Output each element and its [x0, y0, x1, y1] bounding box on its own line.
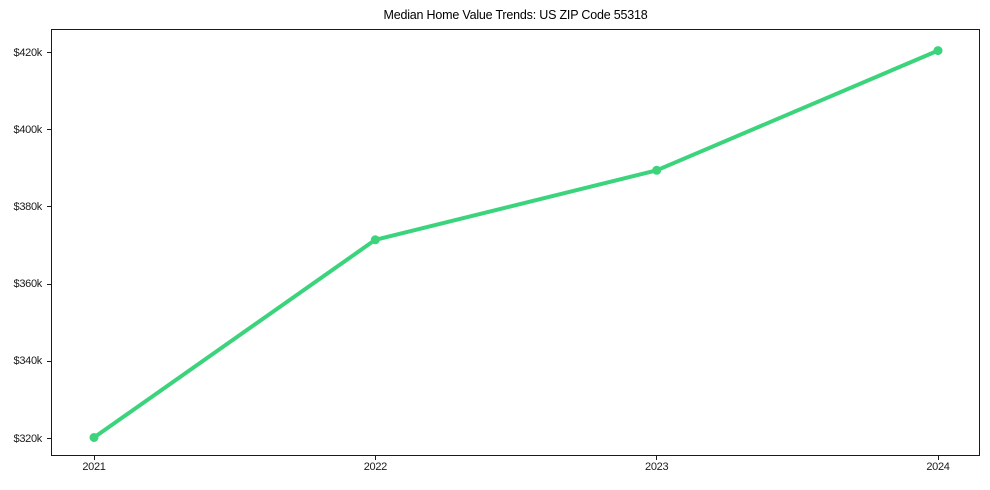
y-tick-label: $340k: [13, 355, 43, 368]
line-chart-plot: [89, 46, 943, 442]
y-tick-label: $400k: [13, 123, 43, 136]
data-point-marker: [652, 165, 662, 175]
y-tick-mark: [47, 283, 51, 285]
x-tick-label: 2023: [645, 461, 669, 473]
x-tick-mark: [374, 456, 376, 460]
y-tick-mark: [47, 206, 51, 208]
plot-frame: [51, 29, 980, 456]
y-tick-label: $420k: [13, 46, 43, 59]
data-point-marker: [370, 235, 380, 245]
x-tick-mark: [93, 456, 95, 460]
data-point-marker: [89, 433, 99, 442]
series-line: [92, 48, 940, 440]
x-tick-mark: [937, 456, 939, 460]
y-tick-label: $380k: [13, 200, 43, 213]
chart-title: Median Home Value Trends: US ZIP Code 55…: [383, 8, 648, 22]
y-tick-mark: [47, 438, 51, 440]
y-tick-label: $320k: [13, 432, 43, 445]
y-tick-mark: [47, 52, 51, 54]
x-tick-label: 2021: [82, 461, 106, 473]
y-tick-mark: [47, 129, 51, 131]
data-point-marker: [933, 46, 943, 56]
x-tick-label: 2024: [926, 461, 950, 473]
x-tick-label: 2022: [363, 461, 388, 473]
y-tick-label: $360k: [13, 278, 43, 291]
x-tick-mark: [656, 456, 658, 460]
y-tick-mark: [47, 360, 51, 362]
